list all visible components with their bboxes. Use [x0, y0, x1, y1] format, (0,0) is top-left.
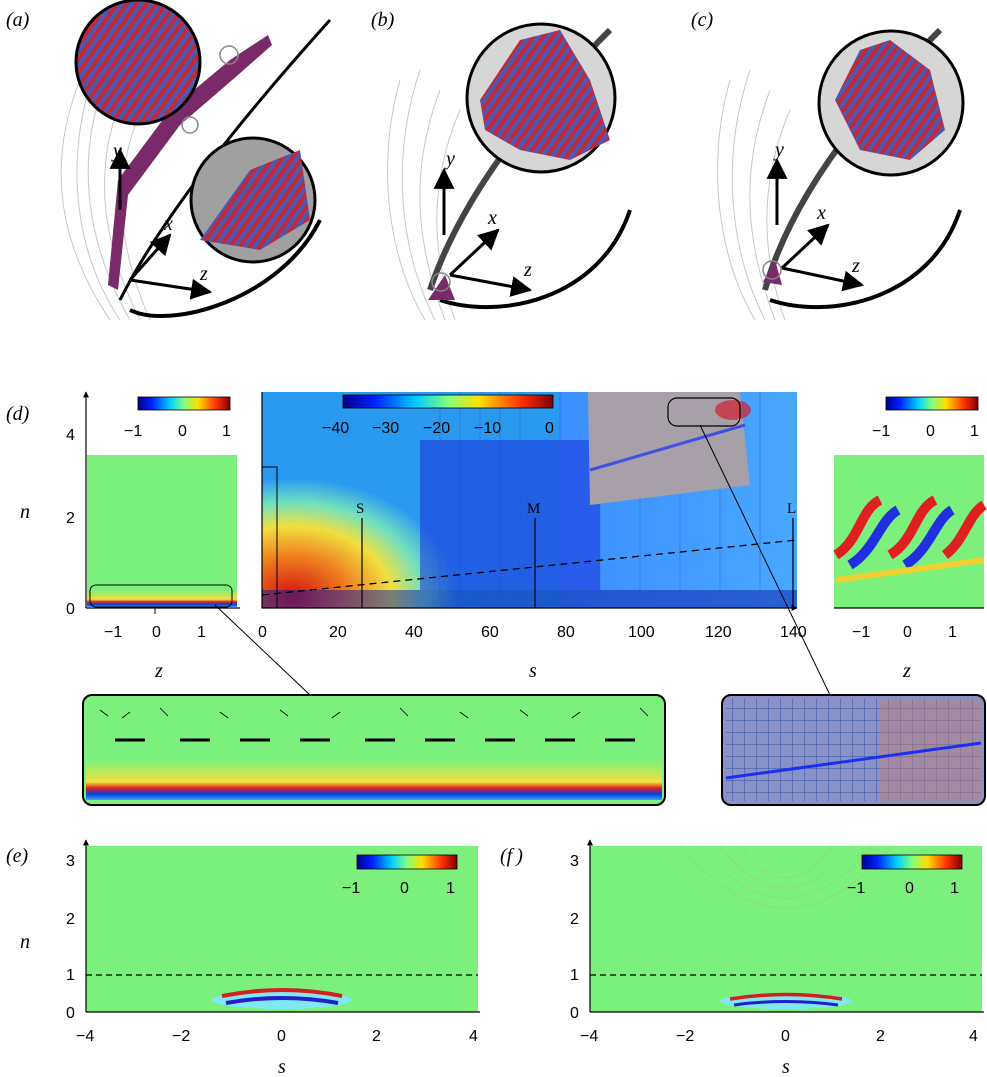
- panel-f-colorbar-tick: 0: [905, 880, 914, 897]
- panel-d-label: (d): [6, 403, 30, 425]
- panel-e-colorbar-tick: 0: [400, 880, 409, 897]
- panel-d-main-x-tick: 60: [481, 624, 499, 641]
- panel-d-marker-m: M: [527, 501, 540, 517]
- panel-d-main-colorbar-tick: −10: [474, 420, 501, 437]
- panel-d-main-x-tick: 140: [780, 624, 807, 641]
- panel-d-left-x-tick: 1: [197, 624, 206, 641]
- panel-a-y-axis-label: y: [111, 140, 122, 162]
- panel-c-x-axis-label: x: [816, 202, 826, 224]
- panel-d-right-x-tick: 1: [948, 624, 957, 641]
- panel-d-right-plot: [833, 396, 987, 609]
- panel-e-y-axis-label: n: [20, 931, 30, 953]
- panel-e-y-tick: 1: [66, 967, 75, 984]
- panel-f-x-tick: −4: [580, 1028, 598, 1045]
- panel-e-x-tick: 2: [372, 1028, 381, 1045]
- panel-d-main-x-axis-label: s: [529, 660, 537, 682]
- panel-d-left-colorbar-tick: 0: [178, 423, 187, 440]
- panel-f-plot: [587, 839, 984, 1013]
- panel-d-left-x-tick: −1: [104, 624, 122, 641]
- panel-c-illustration: [717, 27, 965, 321]
- panel-d-main-colorbar-tick: −30: [372, 420, 399, 437]
- panel-d-main-x-tick: 80: [557, 624, 575, 641]
- panel-d-right-colorbar-tick: −1: [872, 423, 890, 440]
- panel-b-x-axis-label: x: [487, 207, 497, 229]
- panel-d-left-colorbar-tick: −1: [124, 423, 142, 440]
- panel-d-marker-l: L: [787, 501, 796, 517]
- panel-f-colorbar-tick: −1: [847, 880, 865, 897]
- panel-f-x-tick: 2: [876, 1028, 885, 1045]
- panel-d-left-x-tick: 0: [152, 624, 161, 641]
- panel-d-y-tick: 4: [66, 427, 75, 444]
- panel-e-colorbar-tick: 1: [446, 880, 455, 897]
- panel-b-label: (b): [371, 9, 395, 31]
- panel-e-x-tick: −4: [76, 1028, 94, 1045]
- panel-a-illustration: [60, 0, 332, 321]
- panel-d-zoom-inset-right: [699, 424, 986, 806]
- panel-d-left-colorbar-tick: 1: [222, 423, 231, 440]
- panel-d-right-colorbar-tick: 0: [926, 423, 935, 440]
- panel-e-colorbar-tick: −1: [342, 880, 360, 897]
- panel-d-main-colorbar-tick: −20: [423, 420, 450, 437]
- panel-a-label: (a): [6, 9, 30, 31]
- panel-d-right-x-tick: 0: [903, 624, 912, 641]
- panel-d-main-colorbar-tick: 0: [545, 420, 554, 437]
- panel-c-y-axis-label: y: [773, 139, 784, 161]
- panel-f-x-tick: 0: [781, 1028, 790, 1045]
- panel-c-z-axis-label: z: [851, 255, 860, 277]
- panel-d-y-axis-label: n: [20, 501, 30, 523]
- panel-d-y-tick: 2: [66, 510, 75, 527]
- panel-d-main-plot: [261, 392, 798, 611]
- panel-b-z-axis-label: z: [523, 259, 532, 281]
- panel-e-y-tick: 0: [66, 1005, 75, 1022]
- panel-c-label: (c): [691, 9, 714, 31]
- panel-d-main-x-tick: 0: [258, 624, 267, 641]
- panel-f-x-tick: 4: [969, 1028, 978, 1045]
- panel-d-left-plot: [83, 391, 240, 614]
- panel-f-colorbar-tick: 1: [950, 880, 959, 897]
- panel-e-x-tick: −2: [172, 1028, 190, 1045]
- panel-d-y-tick: 0: [66, 601, 75, 618]
- panel-b-y-axis-label: y: [444, 148, 455, 170]
- panel-d-main-x-tick: 40: [405, 624, 423, 641]
- panel-d-right-x-axis-label: z: [902, 660, 911, 682]
- panel-e-y-tick: 3: [66, 853, 75, 870]
- panel-f-y-tick: 2: [570, 911, 579, 928]
- panel-a-x-axis-label: x: [163, 213, 173, 235]
- panel-f-y-tick: 1: [570, 967, 579, 984]
- panel-f-label: (f ): [500, 845, 523, 867]
- panel-e-x-tick: 4: [469, 1028, 478, 1045]
- panel-e-x-tick: 0: [277, 1028, 286, 1045]
- panel-d-marker-s: S: [356, 501, 364, 517]
- panel-e-x-axis-label: s: [278, 1056, 286, 1077]
- panel-e-label: (e): [6, 845, 29, 867]
- panel-e-y-tick: 2: [66, 911, 75, 928]
- panel-f-y-tick: 0: [570, 1005, 579, 1022]
- panel-d-right-x-tick: −1: [852, 624, 870, 641]
- panel-d-main-x-tick: 100: [628, 624, 655, 641]
- panel-f-x-tick: −2: [676, 1028, 694, 1045]
- panel-f-x-axis-label: s: [782, 1056, 790, 1077]
- panel-a-z-axis-label: z: [199, 263, 208, 285]
- panel-b-illustration: [387, 22, 632, 321]
- panel-e-plot: [83, 839, 480, 1013]
- panel-d-zoom-inset-left: [82, 604, 666, 806]
- panel-d-main-x-tick: 20: [329, 624, 347, 641]
- panel-d-main-x-tick: 120: [705, 624, 732, 641]
- panel-d-left-x-axis-label: z: [154, 660, 163, 682]
- panel-d-main-colorbar-tick: −40: [322, 420, 349, 437]
- panel-f-y-tick: 3: [570, 853, 579, 870]
- panel-d-right-colorbar-tick: 1: [970, 423, 979, 440]
